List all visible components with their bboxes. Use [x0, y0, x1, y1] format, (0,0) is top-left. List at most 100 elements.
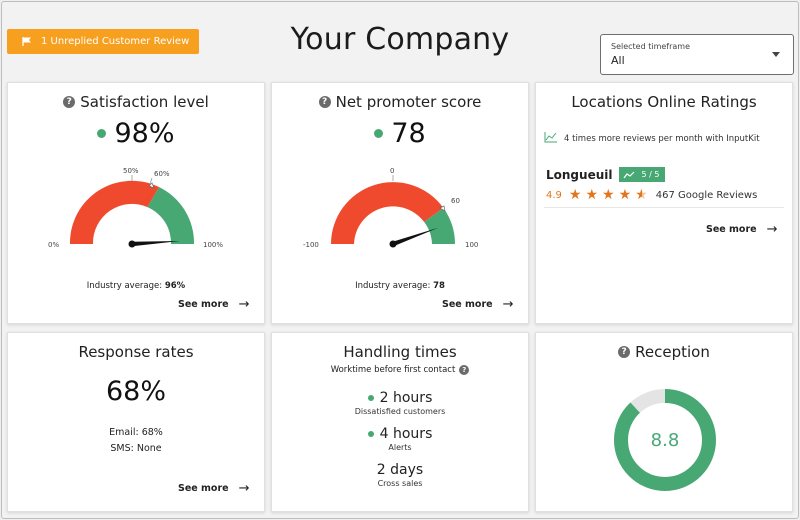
flag-icon — [21, 36, 41, 47]
satisfaction-title-row: ? Satisfaction level — [8, 93, 264, 111]
gauge-label-min: -100 — [303, 241, 319, 249]
see-more-label: See more — [178, 299, 229, 310]
locations-title: Locations Online Ratings — [571, 93, 757, 111]
gauge-label-50: 50% — [123, 167, 139, 175]
gauge-red-arc — [69, 180, 160, 244]
gauge-label-60: 60 — [451, 197, 460, 205]
handling-label: Cross sales — [377, 479, 423, 488]
timeframe-select[interactable]: Selected timeframe All — [600, 34, 794, 75]
satisfaction-gauge: 0% 50% 60% 100% — [48, 167, 223, 249]
nps-see-more-link[interactable]: See more → — [442, 297, 514, 312]
response-email: Email: 68% — [109, 427, 163, 438]
trend-text: 4 times more reviews per month with Inpu… — [564, 133, 760, 144]
gauge-marker-icon — [439, 205, 446, 212]
help-icon[interactable]: ? — [318, 96, 331, 108]
status-dot-icon — [374, 129, 384, 138]
satisfaction-value-row: 98% — [8, 118, 264, 149]
tick-60 — [149, 177, 153, 185]
trend-chart-icon — [544, 131, 558, 146]
locations-see-more-link[interactable]: See more → — [706, 222, 778, 237]
see-more-label: See more — [442, 299, 493, 310]
handling-label: Alerts — [388, 443, 412, 452]
unreplied-review-alert-button[interactable]: 1 Unreplied Customer Review — [7, 29, 199, 54]
see-more-label: See more — [706, 224, 757, 235]
handling-item: 2 hours Dissatisfied customers — [272, 390, 528, 416]
nps-industry: Industry average: 78 — [272, 281, 528, 291]
response-see-more-link[interactable]: See more → — [178, 481, 250, 496]
company-title: Your Company — [290, 22, 510, 57]
help-icon[interactable]: ? — [618, 346, 631, 358]
satisfaction-title: Satisfaction level — [80, 93, 209, 111]
star-half-icon: ★ — [635, 187, 648, 203]
response-title: Response rates — [78, 343, 194, 361]
status-dot-icon — [367, 431, 374, 437]
rating-badge: 5 / 5 — [619, 167, 666, 182]
nps-gauge: -100 0 60 100 — [303, 167, 478, 249]
trend-up-icon — [624, 171, 635, 178]
industry-value: 96% — [164, 281, 186, 291]
needle-pointer — [392, 227, 439, 247]
handling-title: Handling times — [343, 343, 457, 361]
handling-subtitle-row: Worktime before first contact ? — [272, 365, 528, 375]
satisfaction-card: ? Satisfaction level 98% 0% 50% 60% 100%… — [7, 82, 265, 324]
gauge-label-60: 60% — [154, 170, 170, 178]
review-count: 467 Google Reviews — [655, 189, 758, 201]
help-icon[interactable]: ? — [63, 96, 76, 108]
status-dot-icon — [367, 395, 374, 401]
reception-title-row: ? Reception — [536, 343, 792, 361]
handling-subtitle: Worktime before first contact — [330, 365, 456, 375]
badge-label: 5 / 5 — [641, 170, 660, 179]
handling-value: 4 hours — [379, 426, 433, 442]
rating-number: 4.9 — [546, 189, 562, 201]
gauge-label-min: 0% — [48, 241, 59, 249]
star-icon: ★ — [585, 187, 599, 203]
star-icon: ★ — [568, 187, 582, 203]
gauge-label-max: 100 — [465, 241, 478, 249]
handling-value: 2 days — [376, 462, 424, 478]
industry-label: Industry average: — [355, 281, 431, 291]
timeframe-value: All — [611, 54, 625, 67]
reception-title: Reception — [635, 343, 710, 361]
gauge-red-arc — [331, 182, 444, 244]
industry-value: 78 — [433, 281, 445, 291]
handling-card: Handling times Worktime before first con… — [271, 332, 529, 512]
response-card: Response rates 68% Email: 68% SMS: None … — [7, 332, 265, 512]
nps-card: ? Net promoter score 78 -100 0 60 100 In… — [271, 82, 529, 324]
needle-hub — [389, 240, 397, 248]
arrow-right-icon: → — [238, 481, 250, 496]
gauge-needle — [389, 227, 439, 248]
handling-item: 2 days Cross sales — [272, 462, 528, 488]
gauge-needle — [128, 240, 180, 248]
gauge-marker-icon — [148, 182, 155, 189]
handling-value: 2 hours — [379, 390, 433, 406]
gauge-green-arc — [147, 187, 195, 244]
star-icon: ★ — [618, 187, 632, 203]
locations-card: Locations Online Ratings 4 times more re… — [535, 82, 793, 324]
help-icon[interactable]: ? — [459, 365, 470, 375]
response-value: 68% — [105, 376, 166, 407]
gauge-green-arc — [424, 208, 455, 244]
needle-pointer — [131, 240, 180, 247]
nps-value: 78 — [391, 118, 426, 149]
trend-row: 4 times more reviews per month with Inpu… — [544, 131, 760, 146]
arrow-right-icon: → — [238, 297, 250, 312]
reception-value: 8.8 — [651, 430, 680, 451]
satisfaction-industry: Industry average: 96% — [8, 281, 264, 291]
nps-title-row: ? Net promoter score — [272, 93, 528, 111]
satisfaction-see-more-link[interactable]: See more → — [178, 297, 250, 312]
gauge-label-zero: 0 — [390, 167, 394, 175]
industry-label: Industry average: — [86, 281, 163, 291]
satisfaction-value: 98% — [114, 118, 175, 149]
alert-label: 1 Unreplied Customer Review — [41, 36, 190, 47]
reception-donut: 8.8 — [614, 389, 716, 491]
donut-fill — [614, 389, 716, 491]
timeframe-label: Selected timeframe — [611, 42, 691, 51]
star-icon: ★ — [602, 187, 615, 203]
divider — [544, 207, 784, 208]
reception-card: ? Reception 8.8 — [535, 332, 793, 512]
rating-row: 4.9 ★ ★ ★ ★ ★ 467 Google Reviews — [546, 188, 757, 202]
needle-hub — [128, 240, 136, 248]
arrow-right-icon: → — [766, 222, 778, 237]
response-sms: SMS: None — [110, 443, 162, 454]
location-name: Longueuil — [546, 167, 613, 182]
